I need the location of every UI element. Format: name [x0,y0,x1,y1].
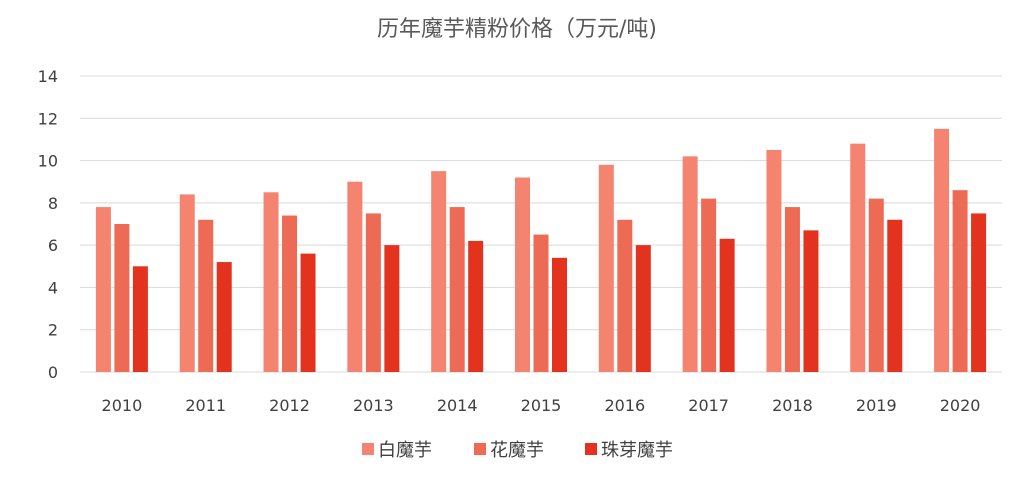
bar [887,219,903,372]
bar [347,181,363,372]
bar [934,128,950,372]
y-tick-label: 6 [48,236,58,255]
bar [449,207,465,372]
bar [617,219,633,372]
y-tick-label: 8 [48,194,58,213]
bar [216,262,232,372]
y-tick-label: 12 [38,109,58,128]
bar [282,215,298,372]
legend-swatch [585,443,597,455]
y-tick-label: 14 [38,67,58,86]
bar [719,238,735,372]
x-tick-label: 2018 [772,396,813,415]
legend: 白魔芋 花魔芋 珠芽魔芋 [362,440,673,461]
bar [803,230,819,372]
bar [701,198,717,372]
bar [515,177,530,372]
y-tick-label: 2 [48,321,58,340]
bar [179,194,195,372]
bar [198,219,214,372]
bar [766,150,782,372]
bar [114,224,130,372]
legend-swatch [474,443,486,455]
y-tick-label: 4 [48,278,58,297]
bar [132,266,148,372]
legend-swatch [362,443,374,455]
bar [533,234,549,372]
bar [598,164,614,372]
bar [971,213,987,372]
y-axis-ticks: 0 2 4 6 8 10 12 14 [38,67,58,382]
chart-title: 历年魔芋精粉价格（万元/吨) [377,17,657,42]
bar [682,156,698,372]
x-tick-label: 2010 [102,396,143,415]
x-tick-label: 2015 [521,396,562,415]
legend-label: 花魔芋 [490,440,544,461]
bar [868,198,884,372]
bar [431,171,447,372]
bar [263,192,279,372]
x-tick-label: 2014 [437,396,478,415]
x-axis-ticks: 2010 2011 2012 2013 2014 2015 2016 2017 2018 2019… [102,396,981,415]
legend-label: 珠芽魔芋 [601,440,673,461]
bar [300,253,316,372]
x-tick-label: 2011 [185,396,226,415]
y-tick-label: 0 [48,363,58,382]
legend-label: 白魔芋 [378,440,432,461]
bar [784,207,800,372]
bars [95,128,987,372]
x-tick-label: 2013 [353,396,394,415]
bar [95,207,111,372]
x-tick-label: 2020 [940,396,981,415]
bar [635,245,651,372]
x-tick-label: 2017 [688,396,729,415]
bar [952,190,968,372]
y-tick-label: 10 [38,152,58,171]
bar [468,240,484,372]
bar [850,143,866,372]
bar [365,213,381,372]
bar [384,245,400,372]
x-tick-label: 2016 [604,396,645,415]
x-tick-label: 2019 [856,396,897,415]
bar [552,257,567,372]
x-tick-label: 2012 [269,396,310,415]
